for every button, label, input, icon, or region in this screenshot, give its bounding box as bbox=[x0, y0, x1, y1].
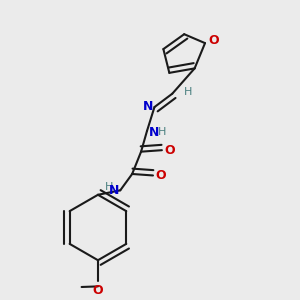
Text: O: O bbox=[208, 34, 219, 47]
Text: H: H bbox=[184, 87, 193, 97]
Text: H: H bbox=[105, 182, 114, 192]
Text: O: O bbox=[93, 284, 103, 297]
Text: N: N bbox=[148, 126, 159, 139]
Text: O: O bbox=[155, 169, 166, 182]
Text: N: N bbox=[108, 184, 119, 197]
Text: O: O bbox=[164, 144, 175, 157]
Text: H: H bbox=[158, 127, 167, 137]
Text: N: N bbox=[142, 100, 153, 113]
